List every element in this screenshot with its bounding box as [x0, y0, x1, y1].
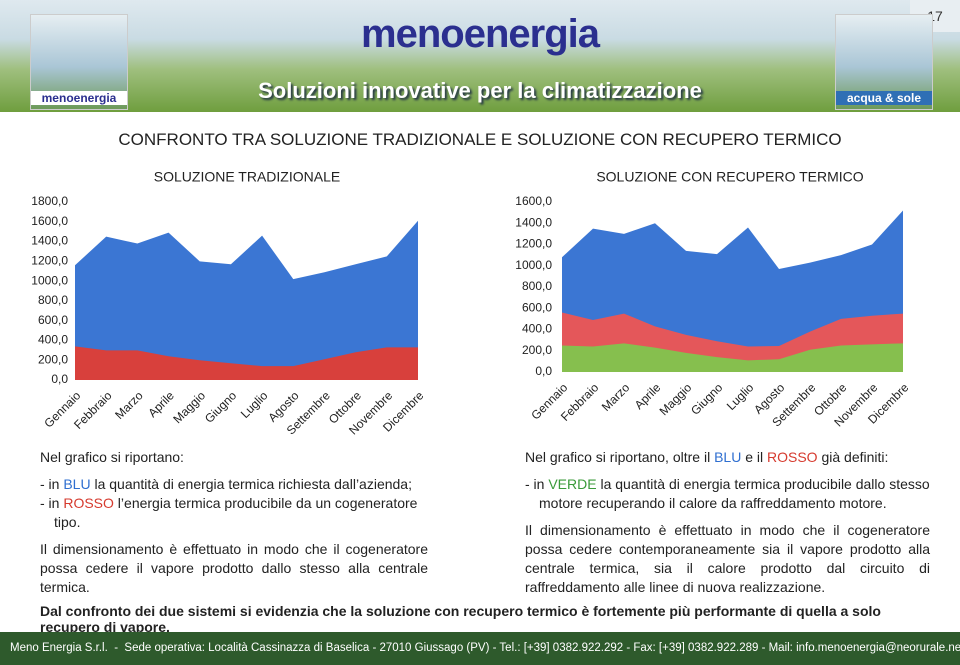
logo-text: acqua & sole	[836, 91, 932, 105]
chart-title: SOLUZIONE TRADIZIONALE	[154, 169, 340, 185]
y-tick-label: 400,0	[38, 333, 68, 347]
text: ROSSO	[767, 449, 818, 465]
right-text: Nel grafico si riportano, oltre il BLU e…	[525, 448, 930, 605]
area	[75, 220, 418, 380]
logo-text: menoenergia	[31, 91, 127, 105]
charts: SOLUZIONE TRADIZIONALE 0,0 200,0 400,0 600,0…	[31, 169, 911, 438]
subtitle: CONFRONTO TRA SOLUZIONE TRADIZIONALE E S…	[118, 130, 842, 149]
text: - in	[40, 495, 64, 511]
item: - in VERDE la quantità di energia termic…	[525, 475, 930, 513]
y-tick-label: 400,0	[522, 322, 552, 336]
chart-title: SOLUZIONE CON RECUPERO TERMICO	[596, 169, 863, 185]
y-tick-label: 1800,0	[31, 194, 68, 208]
area	[75, 346, 418, 380]
y-tick-label: 1600,0	[31, 214, 68, 228]
x-tick-label: Giugno	[202, 388, 239, 425]
text: BLU	[63, 476, 91, 492]
y-tick-label: 1400,0	[515, 215, 552, 229]
text: - in	[40, 476, 64, 492]
item: - in ROSSO l’energia termica producibile…	[40, 494, 428, 532]
x-tick-label: Maggio	[170, 388, 208, 426]
right-logo: acqua & sole	[835, 14, 933, 110]
x-tick-label: Marzo	[112, 388, 146, 422]
intro: Nel grafico si riportano, oltre il BLU e…	[525, 448, 930, 467]
intro: Nel grafico si riportano:	[40, 449, 184, 465]
y-tick-label: 1000,0	[515, 258, 552, 272]
title: Soluzioni innovative per la climatizzazi…	[258, 78, 702, 103]
y-tick-label: 0,0	[535, 364, 552, 378]
conclusion: Dal confronto dei due sistemi si evidenz…	[40, 603, 881, 635]
header-photo	[0, 0, 960, 112]
text: BLU	[714, 449, 742, 465]
area	[562, 343, 903, 372]
y-tick-label: 200,0	[522, 343, 552, 357]
footer: Meno Energia S.r.l. - Sede operativa: Lo…	[0, 632, 960, 665]
item: - in BLU la quantità di energia termica …	[40, 475, 428, 494]
y-tick-label: 1000,0	[31, 273, 68, 287]
text: l’energia termica producibile da un coge…	[54, 495, 418, 530]
text: VERDE	[548, 476, 597, 492]
text: già definiti:	[817, 449, 889, 465]
y-tick-label: 1400,0	[31, 234, 68, 248]
y-tick-label: 1200,0	[515, 237, 552, 251]
x-tick-label: Marzo	[599, 380, 633, 414]
y-tick-label: 0,0	[51, 372, 68, 386]
x-tick-label: Giugno	[688, 380, 725, 417]
left-logo: menoenergia	[30, 14, 128, 110]
y-tick-label: 600,0	[38, 313, 68, 327]
text: la quantità di energia termica richiesta…	[90, 476, 412, 492]
brand: menoenergia	[361, 12, 600, 56]
left-text: Nel grafico si riportano: - in BLU la qu…	[40, 448, 428, 605]
text: la quantità di energia termica producibi…	[539, 476, 930, 511]
paragraph: Il dimensionamento è effettuato in modo …	[525, 522, 930, 595]
x-tick-label: Maggio	[657, 380, 695, 418]
y-tick-label: 600,0	[522, 300, 552, 314]
y-tick-label: 800,0	[522, 279, 552, 293]
text: ROSSO	[63, 495, 114, 511]
y-tick-label: 1200,0	[31, 254, 68, 268]
text: e il	[741, 449, 767, 465]
paragraph: Il dimensionamento è effettuato in modo …	[40, 541, 428, 595]
text: - in	[525, 476, 549, 492]
y-tick-label: 200,0	[38, 352, 68, 366]
text: Nel grafico si riportano, oltre il	[525, 449, 715, 465]
y-tick-label: 800,0	[38, 293, 68, 307]
y-tick-label: 1600,0	[515, 194, 552, 208]
